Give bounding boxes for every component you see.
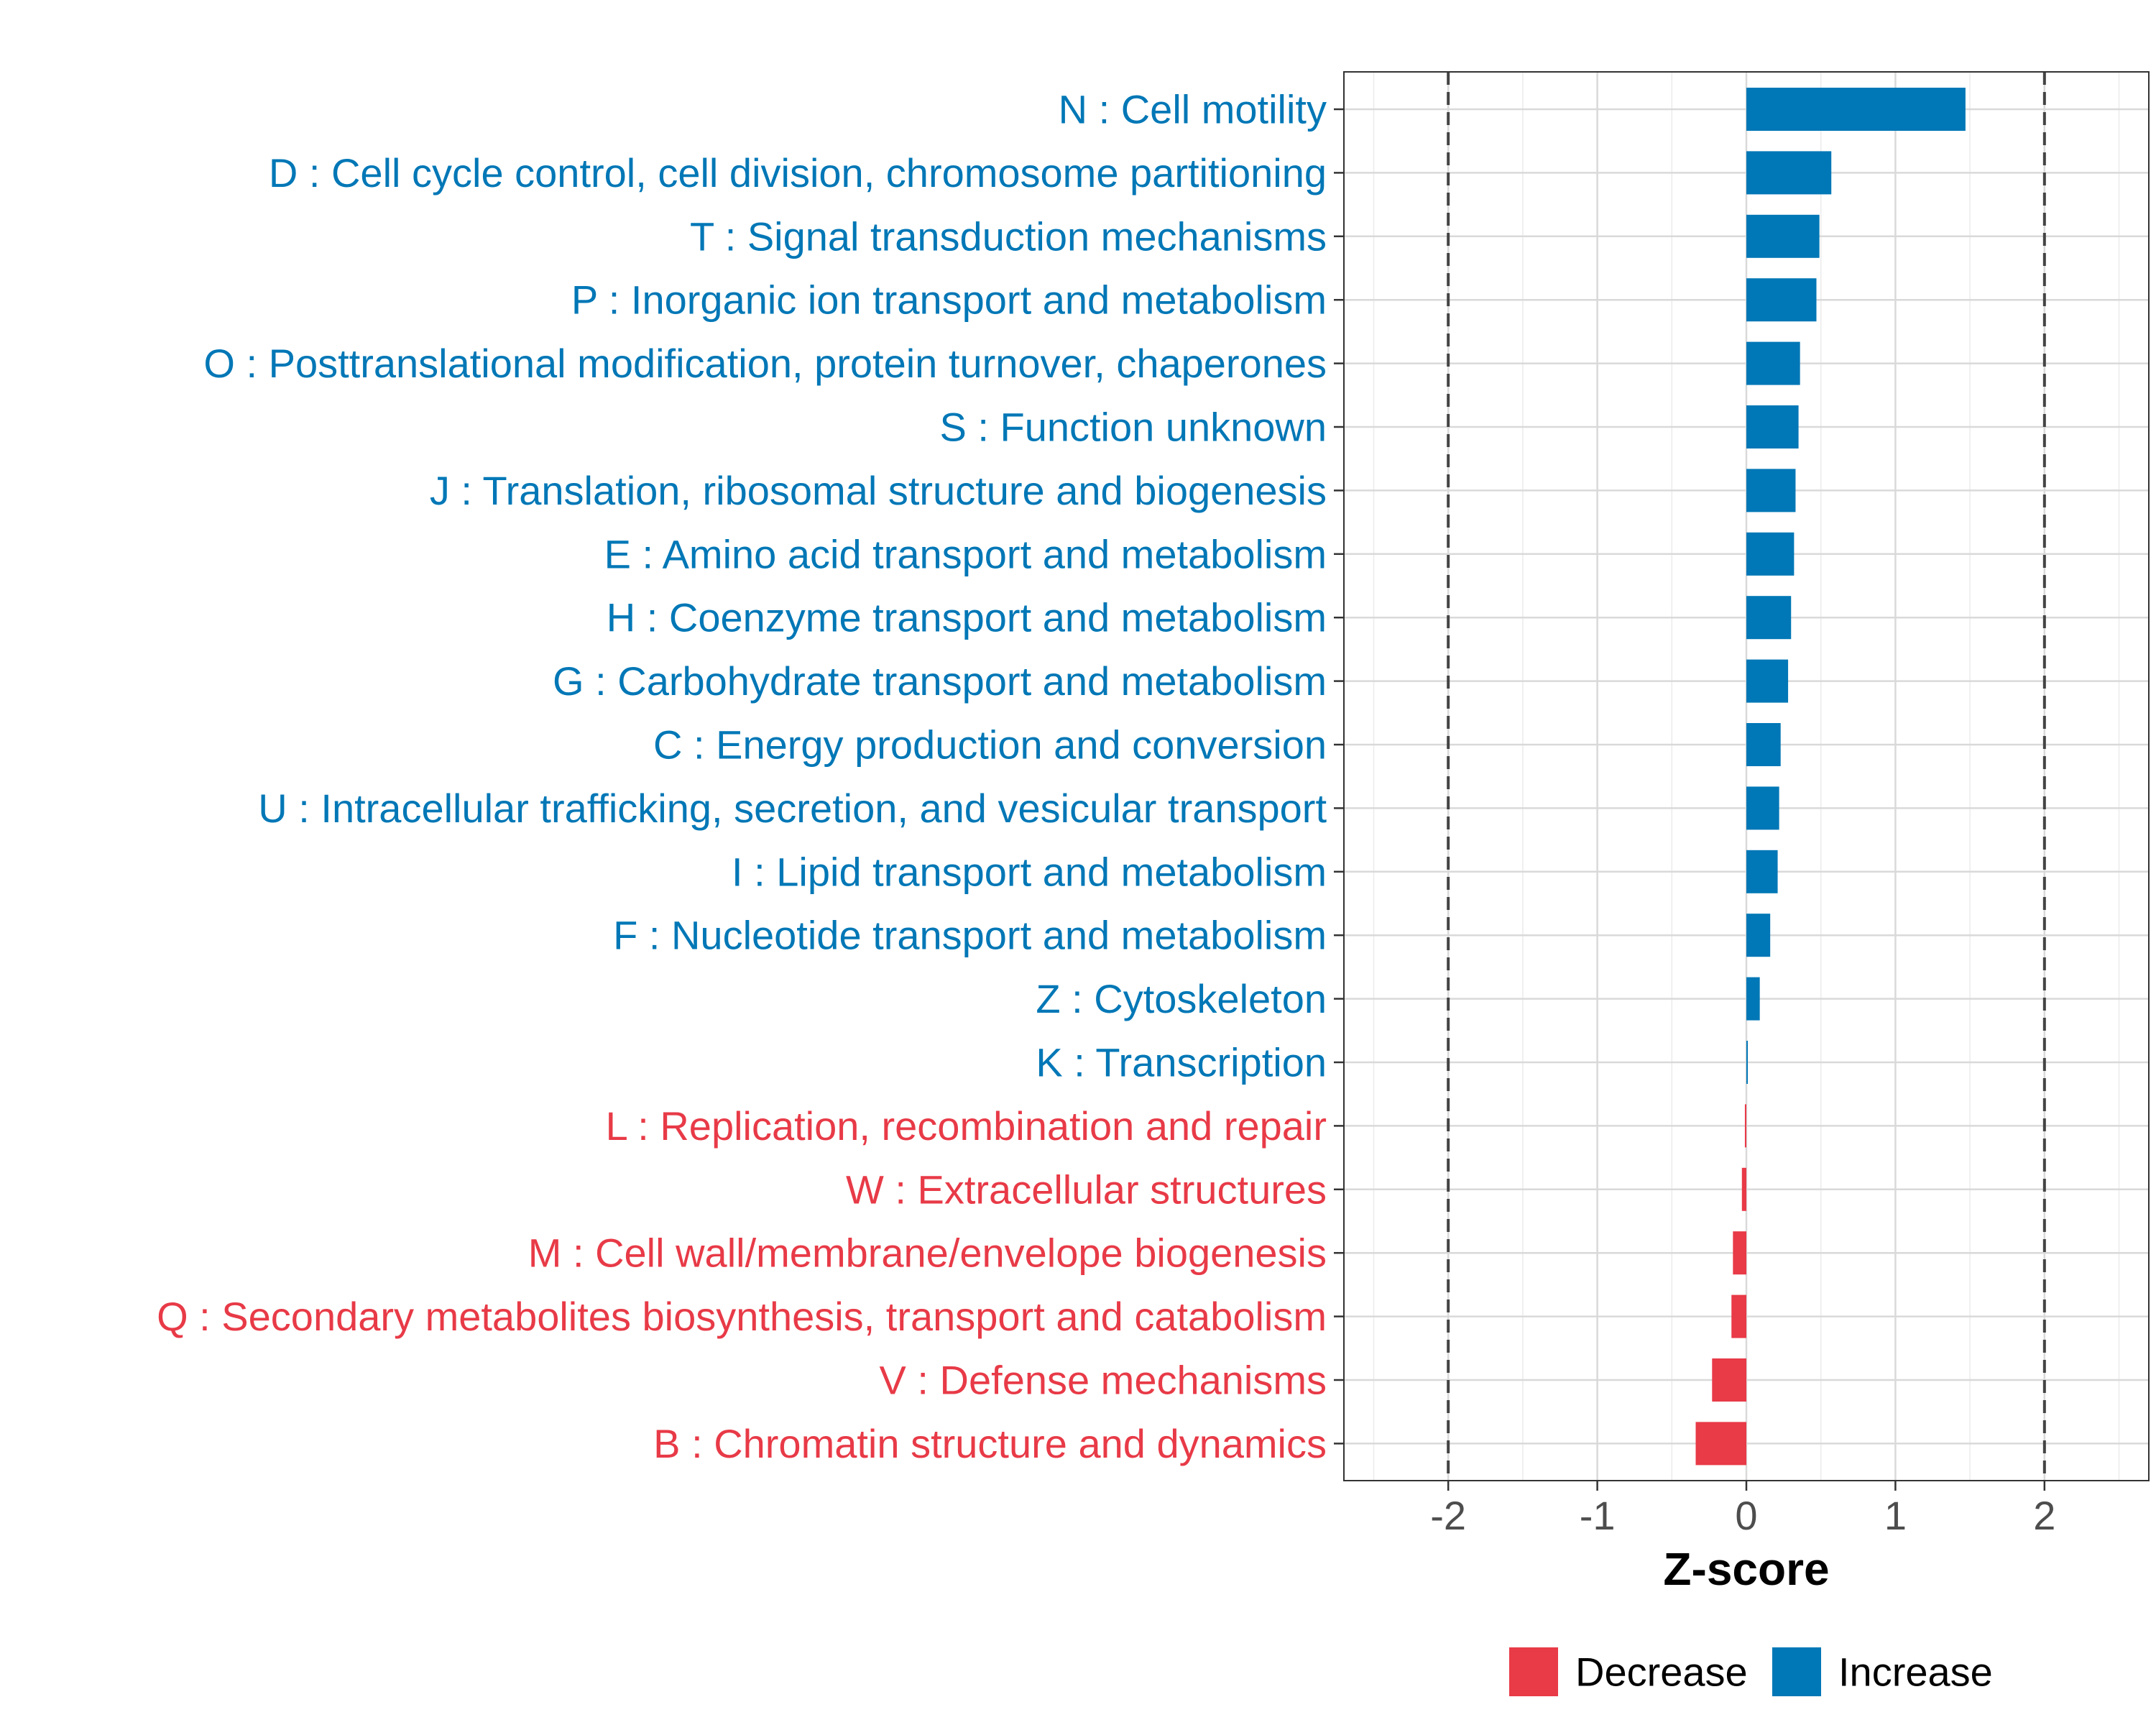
category-label: S : Function unknown — [939, 405, 1327, 450]
legend-label-increase: Increase — [1838, 1650, 1993, 1695]
bar-increase — [1746, 596, 1792, 640]
x-axis-title: Z-score — [1663, 1543, 1829, 1595]
x-tick-label: 2 — [2033, 1493, 2055, 1538]
category-label: H : Coenzyme transport and metabolism — [607, 595, 1327, 640]
category-label: U : Intracellular trafficking, secretion… — [258, 786, 1327, 831]
bar-increase — [1746, 1041, 1748, 1084]
bar-decrease — [1741, 1167, 1746, 1211]
bar-increase — [1746, 88, 1966, 131]
category-label: I : Lipid transport and metabolism — [732, 849, 1327, 894]
legend-swatch-decrease — [1509, 1647, 1558, 1696]
bar-increase — [1746, 151, 1832, 195]
category-label: E : Amino acid transport and metabolism — [604, 531, 1327, 576]
bar-increase — [1746, 723, 1781, 766]
bar-increase — [1746, 659, 1789, 703]
bar-increase — [1746, 850, 1778, 893]
x-tick-label: 1 — [1884, 1493, 1907, 1538]
legend-swatch-increase — [1772, 1647, 1821, 1696]
category-label: T : Signal transduction mechanisms — [690, 213, 1327, 259]
bar-increase — [1746, 278, 1817, 322]
bar-increase — [1746, 786, 1779, 830]
category-label: D : Cell cycle control, cell division, c… — [269, 150, 1327, 196]
x-tick-label: -1 — [1580, 1493, 1616, 1538]
bar-increase — [1746, 341, 1800, 385]
category-label: O : Posttranslational modification, prot… — [203, 341, 1327, 386]
category-label: N : Cell motility — [1059, 87, 1327, 132]
category-label: Z : Cytoskeleton — [1036, 976, 1327, 1021]
category-label: G : Carbohydrate transport and metabolis… — [553, 658, 1327, 704]
bar-decrease — [1733, 1231, 1746, 1275]
category-label: K : Transcription — [1036, 1040, 1327, 1085]
category-label: J : Translation, ribosomal structure and… — [430, 468, 1327, 513]
bar-decrease — [1712, 1358, 1746, 1402]
bar-increase — [1746, 469, 1796, 512]
y-axis: N : Cell motility D : Cell cycle control,… — [157, 87, 1344, 1466]
bar-decrease — [1744, 1104, 1746, 1148]
bar-increase — [1746, 914, 1771, 957]
category-label: L : Replication, recombination and repai… — [606, 1103, 1327, 1149]
category-label: Q : Secondary metabolites biosynthesis, … — [157, 1294, 1327, 1339]
x-tick-label: 0 — [1735, 1493, 1757, 1538]
category-label: C : Energy production and conversion — [653, 722, 1327, 768]
category-label: V : Defense mechanisms — [880, 1358, 1327, 1403]
bar-increase — [1746, 214, 1820, 258]
bar-decrease — [1695, 1422, 1746, 1466]
x-tick-label: -2 — [1430, 1493, 1466, 1538]
category-label: P : Inorganic ion transport and metaboli… — [571, 277, 1327, 323]
reference-lines — [1447, 72, 2046, 1481]
bar-increase — [1746, 532, 1795, 576]
category-label: M : Cell wall/membrane/envelope biogenes… — [528, 1230, 1327, 1276]
bar-increase — [1746, 405, 1799, 448]
category-label: F : Nucleotide transport and metabolism — [613, 913, 1327, 958]
legend: Decrease Increase — [1509, 1647, 1993, 1696]
bars — [1695, 88, 1966, 1466]
bar-increase — [1746, 977, 1760, 1021]
category-label: B : Chromatin structure and dynamics — [653, 1421, 1327, 1466]
x-axis: -2 -1 0 1 2 — [1430, 1481, 2055, 1538]
legend-label-decrease: Decrease — [1575, 1650, 1748, 1695]
bar-decrease — [1731, 1294, 1746, 1338]
category-label: W : Extracellular structures — [846, 1167, 1327, 1212]
